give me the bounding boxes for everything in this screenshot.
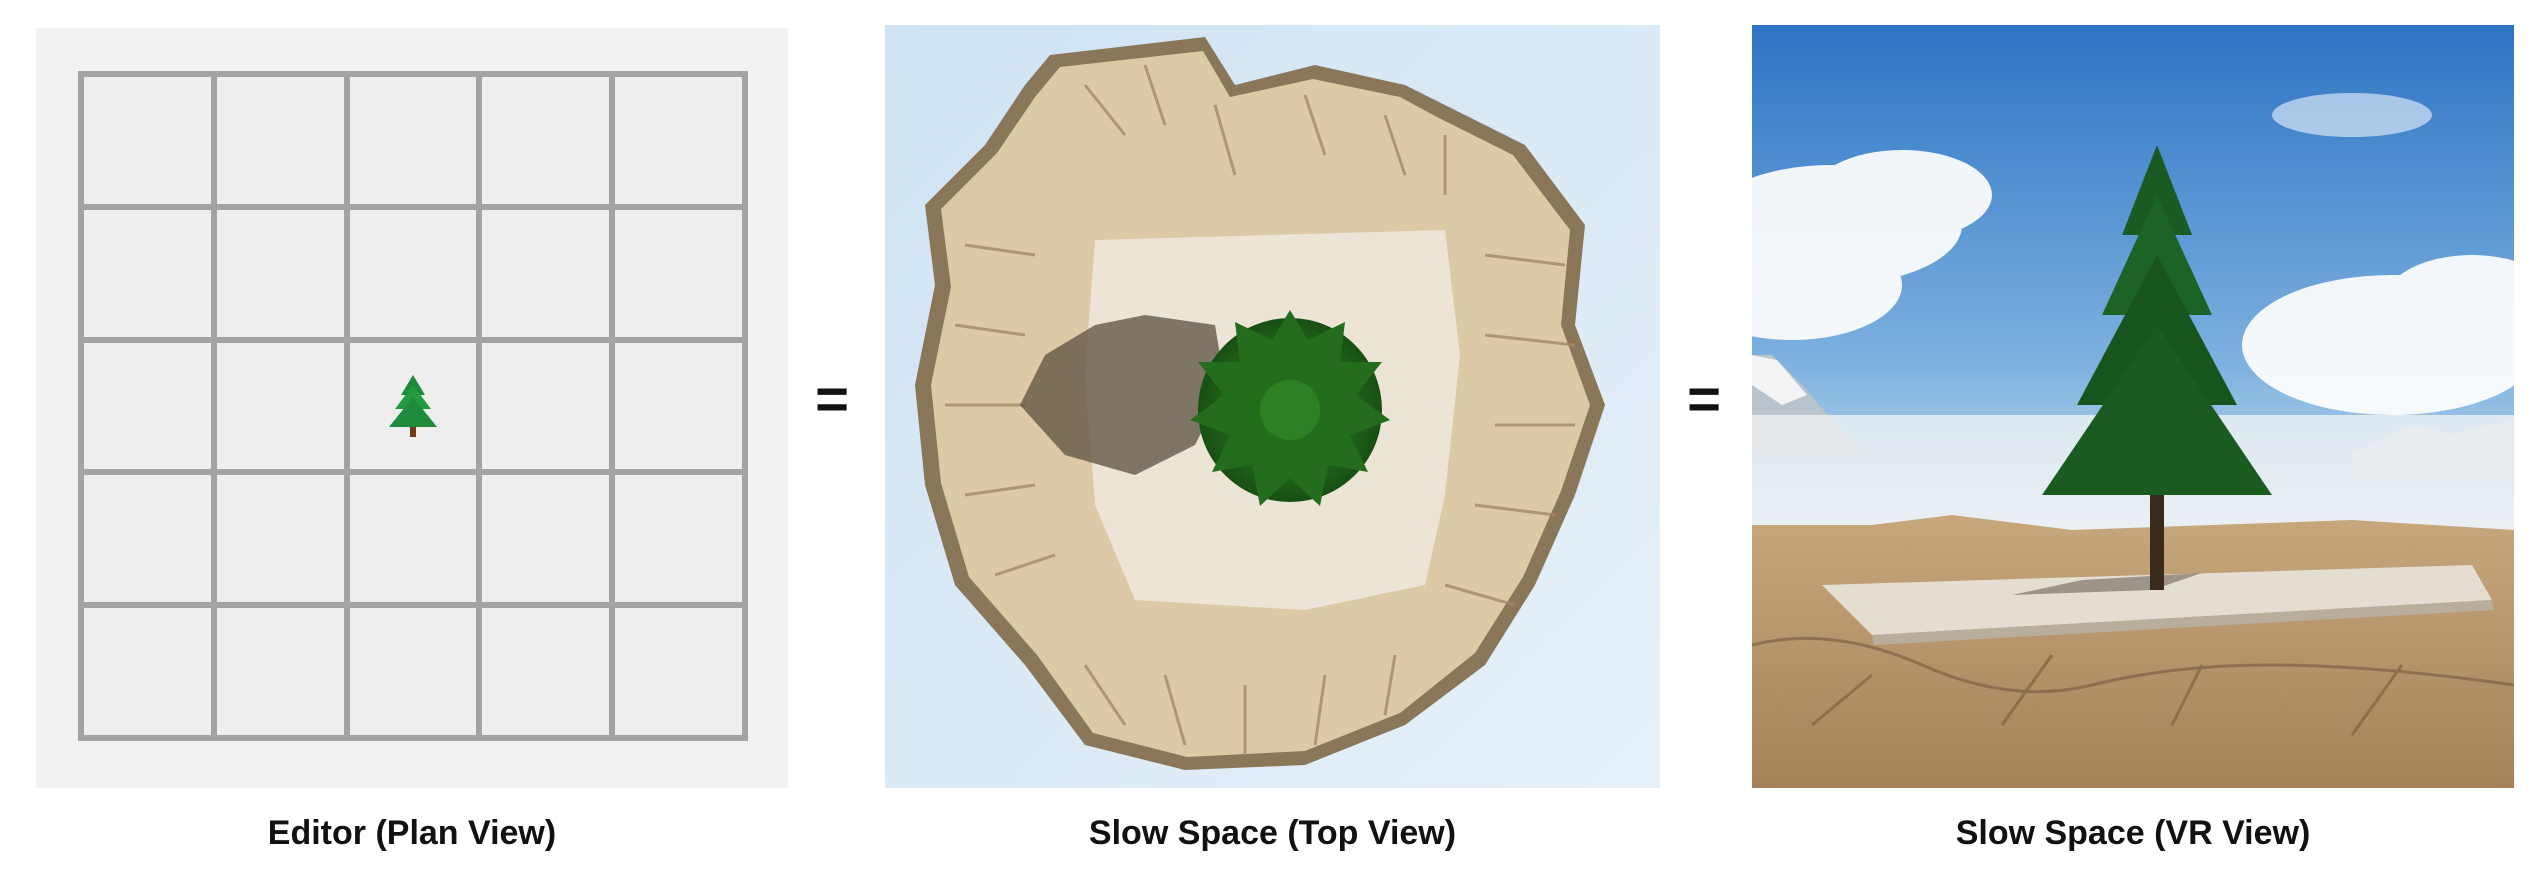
grid-cell[interactable]: [216, 342, 344, 470]
tree-shadow: [1020, 315, 1225, 475]
editor-plan-view: [36, 28, 788, 788]
grid-cell[interactable]: [482, 77, 610, 204]
grid-cell[interactable]: [216, 77, 344, 204]
grid-cell[interactable]: [482, 209, 610, 337]
caption-top-view: Slow Space (Top View): [1088, 814, 1457, 852]
grid-cell[interactable]: [84, 608, 211, 735]
caption-editor-plan-view: Editor (Plan View): [267, 814, 557, 852]
grid-cell[interactable]: [84, 342, 211, 470]
vr-view-render: [1752, 25, 2514, 788]
grid-cell[interactable]: [349, 209, 477, 337]
grid-cell[interactable]: [615, 475, 742, 603]
caption-vr-view: Slow Space (VR View): [1955, 814, 2311, 852]
grid-cell[interactable]: [615, 77, 742, 204]
grid-cell[interactable]: [84, 209, 211, 337]
top-view-illustration: [885, 25, 1660, 788]
grid-cell[interactable]: [482, 475, 610, 603]
top-view-render: [885, 25, 1660, 788]
grid-cell[interactable]: [216, 608, 344, 735]
platform: [1822, 565, 2492, 635]
grid-cell[interactable]: [615, 342, 742, 470]
grid-cell[interactable]: [84, 475, 211, 603]
grid-cell[interactable]: [482, 608, 610, 735]
equals-sign-2: =: [1687, 367, 1721, 432]
grid-cell[interactable]: [216, 475, 344, 603]
grid-cell[interactable]: [349, 77, 477, 204]
grid-cell[interactable]: [84, 77, 211, 204]
rock-ground: [1752, 515, 2514, 788]
clouds: [1752, 93, 2514, 415]
grid-cell[interactable]: [349, 342, 477, 470]
equals-sign-1: =: [815, 367, 849, 432]
grid-cell[interactable]: [615, 209, 742, 337]
plan-grid: [78, 71, 748, 741]
tree-canopy: [1190, 310, 1390, 506]
tree-icon: [388, 374, 437, 437]
grid-cell[interactable]: [216, 209, 344, 337]
grid-cell[interactable]: [482, 342, 610, 470]
vr-view-illustration: [1752, 25, 2514, 788]
grid-cell[interactable]: [615, 608, 742, 735]
pine-tree: [2042, 145, 2272, 590]
grid-cell[interactable]: [349, 475, 477, 603]
grid-cell[interactable]: [349, 608, 477, 735]
